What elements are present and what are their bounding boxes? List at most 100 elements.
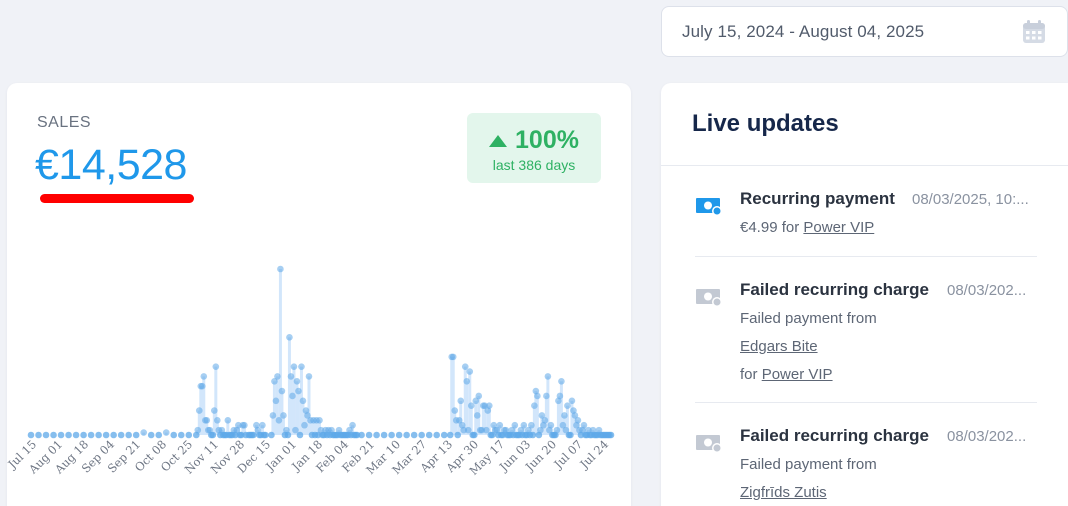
detail-text: for [740, 366, 762, 383]
sales-card: SALES €14,528 100% last 386 days Jul 15 A… [7, 83, 631, 506]
update-detail: for Power VIP [740, 366, 833, 383]
customer-link[interactable]: Edgars Bite [740, 338, 818, 355]
chart-point [295, 387, 302, 395]
x-tick-label: Jul 24 [576, 437, 611, 472]
chart-point [162, 429, 170, 436]
chart-point [209, 431, 217, 439]
chart-point [461, 363, 469, 370]
chart-point [287, 373, 295, 380]
chart-point [132, 431, 140, 439]
chart-point [520, 421, 528, 429]
chart-point [110, 431, 117, 439]
divider [695, 402, 1037, 403]
chart-point [292, 426, 299, 434]
chart-point [224, 417, 232, 424]
chart-point [200, 373, 208, 380]
chart-point [259, 421, 266, 429]
chart-point [531, 402, 538, 410]
chart-point [177, 431, 185, 439]
chart-point [293, 377, 301, 385]
chart-point [125, 431, 132, 439]
chart-point [544, 373, 552, 380]
divider [661, 165, 1068, 166]
chart-point [140, 429, 147, 436]
chart-point [463, 377, 471, 385]
chart-point [35, 431, 42, 439]
chart-point [373, 431, 380, 439]
chart-point [418, 431, 425, 439]
chart-point [147, 431, 155, 439]
chart-point [388, 431, 395, 439]
chart-point [271, 377, 278, 385]
chart-point [316, 417, 323, 424]
chart-point [272, 397, 280, 405]
chart-point [607, 431, 615, 439]
chart-point [198, 382, 206, 390]
chart-point [556, 392, 564, 400]
chart-point [562, 426, 570, 434]
chart-point [299, 397, 307, 405]
chart-point [185, 431, 193, 439]
calendar-icon[interactable] [1021, 19, 1047, 45]
chart-point [410, 431, 418, 439]
failed-payment-icon [696, 435, 722, 453]
red-underline-annotation [40, 194, 194, 203]
chart-point [488, 431, 496, 439]
update-detail: Failed payment from [740, 456, 877, 473]
chart-point [290, 363, 298, 370]
chart-point [568, 397, 576, 405]
chart-point [454, 431, 462, 439]
chart-point [537, 426, 544, 434]
update-title: Failed recurring charge [740, 280, 929, 299]
chart-point [72, 431, 80, 439]
chart-point [464, 426, 472, 434]
chart-point [425, 431, 433, 439]
chart-point [451, 407, 459, 414]
chart-point [433, 431, 440, 439]
chart-point [304, 412, 311, 419]
customer-link[interactable]: Zigfrīds Zutis [740, 484, 827, 501]
live-updates-title: Live updates [692, 110, 839, 137]
chart-point [395, 431, 403, 439]
date-range-picker[interactable]: July 15, 2024 - August 04, 2025 [661, 6, 1068, 57]
chart-point [467, 402, 475, 410]
chart-point [65, 431, 72, 439]
chart-point [296, 431, 304, 439]
chart-point [275, 417, 283, 424]
chart-point [195, 407, 203, 414]
divider [695, 256, 1037, 257]
chart-point [580, 421, 588, 429]
chart-point [301, 421, 308, 429]
update-detail: €4.99 for Power VIP [740, 219, 874, 236]
update-time: 08/03/2025, 10:... [912, 191, 1029, 208]
update-title: Recurring payment [740, 189, 895, 208]
chart-point [95, 431, 102, 439]
chart-point [511, 421, 519, 429]
chart-point [27, 431, 35, 439]
chart-point [117, 431, 125, 439]
chart-point [403, 431, 410, 439]
chart-point [57, 431, 65, 439]
chart-point [250, 431, 257, 439]
product-link[interactable]: Power VIP [761, 366, 833, 383]
chart-point [466, 368, 474, 375]
chart-point [194, 426, 202, 434]
chart-point [440, 431, 448, 439]
chart-point [241, 421, 248, 429]
chart-point [457, 397, 465, 405]
chart-point [380, 431, 388, 439]
chart-point [571, 412, 579, 419]
chart-point [446, 431, 454, 439]
up-arrow-icon [489, 134, 508, 147]
chart-point [482, 426, 490, 434]
chart-point [543, 392, 550, 400]
chart-point [305, 373, 313, 380]
chart-point [214, 417, 221, 424]
chart-point [470, 431, 478, 439]
chart-point [574, 417, 582, 424]
product-link[interactable]: Power VIP [803, 219, 875, 236]
chart-point [564, 402, 571, 410]
chart-point [170, 431, 178, 439]
chart-point [280, 412, 287, 419]
